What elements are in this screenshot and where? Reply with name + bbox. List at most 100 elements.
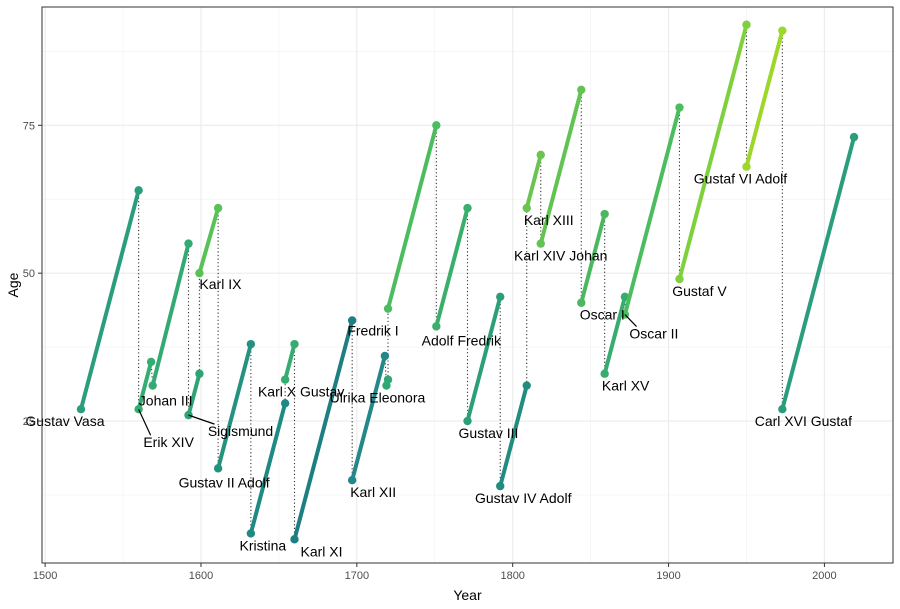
x-tick-label: 1700 — [345, 570, 369, 582]
reign-end-point — [290, 339, 299, 349]
reign-line — [524, 154, 543, 209]
monarch-label: Gustaf V — [672, 283, 727, 299]
monarch-label: Karl X Gustav — [258, 384, 344, 400]
reign-line — [150, 243, 191, 387]
reign-line — [538, 89, 584, 245]
reign-line — [744, 30, 785, 168]
reign-start-point — [347, 475, 357, 485]
label-leader-line — [138, 408, 152, 436]
monarch-label: Johan III — [139, 393, 193, 409]
reign-start-point — [496, 481, 505, 491]
panel-border — [41, 6, 894, 564]
reign-end-point — [246, 339, 256, 349]
reign-end-point — [146, 357, 156, 367]
reign-start-point — [280, 375, 290, 384]
reign-start-point — [76, 405, 86, 414]
reign-line — [79, 189, 141, 410]
reign-end-point — [522, 381, 531, 390]
monarch-label: Karl XIII — [524, 212, 574, 228]
reign-end-point — [134, 186, 143, 195]
reign-line — [677, 24, 749, 280]
reign-line — [465, 296, 503, 422]
y-tick-label: 75 — [23, 120, 35, 132]
reign-line — [216, 343, 253, 469]
reign-end-point — [383, 375, 393, 384]
reign-line — [136, 361, 154, 410]
monarch-label: Karl XII — [350, 484, 396, 500]
reign-start-point — [213, 464, 223, 473]
reign-line — [283, 343, 297, 381]
reign-start-point — [184, 410, 193, 420]
reign-line — [248, 402, 288, 534]
y-tick-label: 25 — [23, 416, 35, 428]
reign-line — [350, 355, 387, 481]
x-axis-title: Year — [453, 587, 482, 603]
monarch-label: Gustav Vasa — [25, 413, 104, 429]
reign-end-point — [675, 103, 684, 112]
label-leader-line — [188, 414, 215, 425]
reign-start-point — [432, 322, 441, 331]
monarch-label: Karl XIV Johan — [514, 248, 607, 264]
reign-start-point — [195, 268, 204, 278]
monarch-label: Adolf Fredrik — [422, 332, 502, 348]
y-axis-ticks: 25 50 75 — [23, 120, 42, 428]
reign-end-point — [432, 121, 441, 130]
monarch-label: Carl XVI Gustaf — [755, 413, 852, 429]
monarch-label: Karl IX — [199, 276, 242, 292]
y-axis-title: Age — [5, 272, 21, 297]
reign-end-point — [280, 399, 290, 408]
reign-start-point — [675, 274, 684, 284]
reign-line — [186, 373, 202, 416]
reign-start-point — [536, 239, 545, 248]
reign-start-point — [463, 416, 472, 426]
monarch-label: Oscar I — [580, 307, 625, 323]
reign-start-point — [246, 529, 256, 538]
reign-start-point — [742, 162, 751, 171]
reign-line — [498, 385, 529, 487]
x-axis-ticks: 1500 1600 1700 1800 1900 2000 — [33, 563, 837, 582]
x-tick-label: 1900 — [656, 570, 680, 582]
reign-end-point — [184, 239, 193, 248]
reign-end-point — [347, 316, 357, 325]
reign-start-point — [522, 203, 531, 213]
reign-segments — [76, 20, 859, 544]
reign-line — [602, 296, 627, 375]
monarch-label: Karl XI — [300, 543, 342, 559]
x-tick-label: 1800 — [500, 570, 524, 582]
reign-start-point — [600, 369, 609, 378]
reign-start-point — [148, 381, 157, 390]
y-tick-label: 50 — [23, 268, 35, 280]
reign-end-point — [380, 351, 390, 361]
monarch-label: Oscar II — [629, 326, 678, 342]
reign-line — [434, 207, 470, 327]
monarch-label: Gustav II Adolf — [179, 474, 270, 490]
monarch-label: Kristina — [240, 537, 287, 553]
reign-end-point — [195, 369, 204, 378]
reign-start-point — [778, 405, 787, 414]
reign-end-point — [600, 209, 609, 219]
reign-line — [579, 213, 607, 304]
reign-end-point — [463, 203, 472, 213]
label-leader-line — [624, 314, 637, 327]
monarch-label: Sigismund — [208, 423, 273, 439]
reign-end-point — [849, 132, 859, 142]
reign-line — [386, 124, 439, 310]
monarch-label: Gustaf VI Adolf — [694, 171, 787, 187]
reign-line — [197, 207, 221, 274]
reign-end-point — [577, 85, 586, 95]
monarch-labels: Gustav Vasa Erik XIV Johan III Sigismund Kar… — [25, 171, 852, 560]
monarch-label: Gustav III — [459, 425, 519, 441]
reign-line — [622, 107, 682, 316]
reign-end-point — [496, 292, 505, 302]
reign-start-point — [290, 535, 299, 544]
monarch-label: Karl XV — [602, 378, 650, 394]
monarch-label: Gustav IV Adolf — [475, 490, 572, 506]
reign-start-point — [383, 304, 393, 313]
reign-line — [292, 319, 355, 540]
succession-connector — [384, 355, 388, 386]
monarch-label: Erik XIV — [143, 434, 194, 450]
reign-end-point — [742, 20, 751, 29]
reign-end-point — [213, 203, 223, 213]
monarch-label: Ulrika Eleonora — [330, 390, 426, 406]
